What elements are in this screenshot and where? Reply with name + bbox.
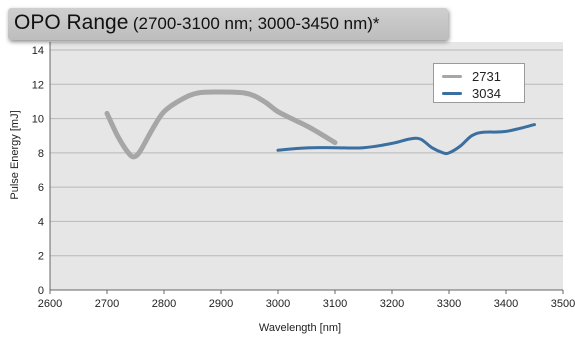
axes (49, 42, 564, 294)
legend-swatch-3034 (442, 91, 462, 95)
legend-item-2731: 2731 (442, 68, 501, 84)
y-tick-label: 12 (32, 79, 44, 91)
x-tick-label: 2700 (95, 298, 119, 310)
x-tick-label: 3200 (380, 298, 404, 310)
series-line-2731 (104, 89, 338, 160)
legend-swatch-2731 (442, 74, 462, 78)
legend: 2731 3034 (433, 63, 525, 103)
legend-item-3034: 3034 (442, 85, 501, 101)
y-tick-label: 4 (38, 216, 44, 228)
chart-title-main: OPO Range (14, 11, 129, 34)
x-axis-title: Wavelength [nm] (259, 322, 341, 334)
series-line-3034 (276, 123, 536, 156)
x-tick-label: 2800 (152, 298, 176, 310)
y-axis-title: Pulse Energy [mJ] (9, 110, 21, 199)
y-tick-label: 10 (32, 114, 44, 126)
y-tick-label: 6 (38, 182, 44, 194)
y-tick-label: 8 (38, 148, 44, 160)
tick-labels: 0 2 4 6 8 10 12 14 2600 2700 2800 2900 3000 3100 3200 3… (32, 45, 575, 310)
x-tick-label: 3100 (323, 298, 347, 310)
chart-title-range: (2700-3100 nm; 3000-3450 nm)* (132, 14, 380, 33)
chart-title: OPO Range (2700-3100 nm; 3000-3450 nm)* (8, 8, 448, 40)
x-tick-label: 3300 (437, 298, 461, 310)
legend-label-3034: 3034 (472, 85, 501, 101)
x-tick-label: 2900 (209, 298, 233, 310)
x-tick-label: 3000 (266, 298, 290, 310)
x-tick-label: 3500 (551, 298, 575, 310)
x-tick-label: 2600 (38, 298, 62, 310)
legend-label-2731: 2731 (472, 68, 501, 84)
data-series (104, 89, 536, 160)
x-tick-label: 3400 (494, 298, 518, 310)
y-tick-label: 2 (38, 251, 44, 263)
y-tick-label: 14 (32, 45, 44, 57)
y-tick-label: 0 (38, 285, 44, 297)
